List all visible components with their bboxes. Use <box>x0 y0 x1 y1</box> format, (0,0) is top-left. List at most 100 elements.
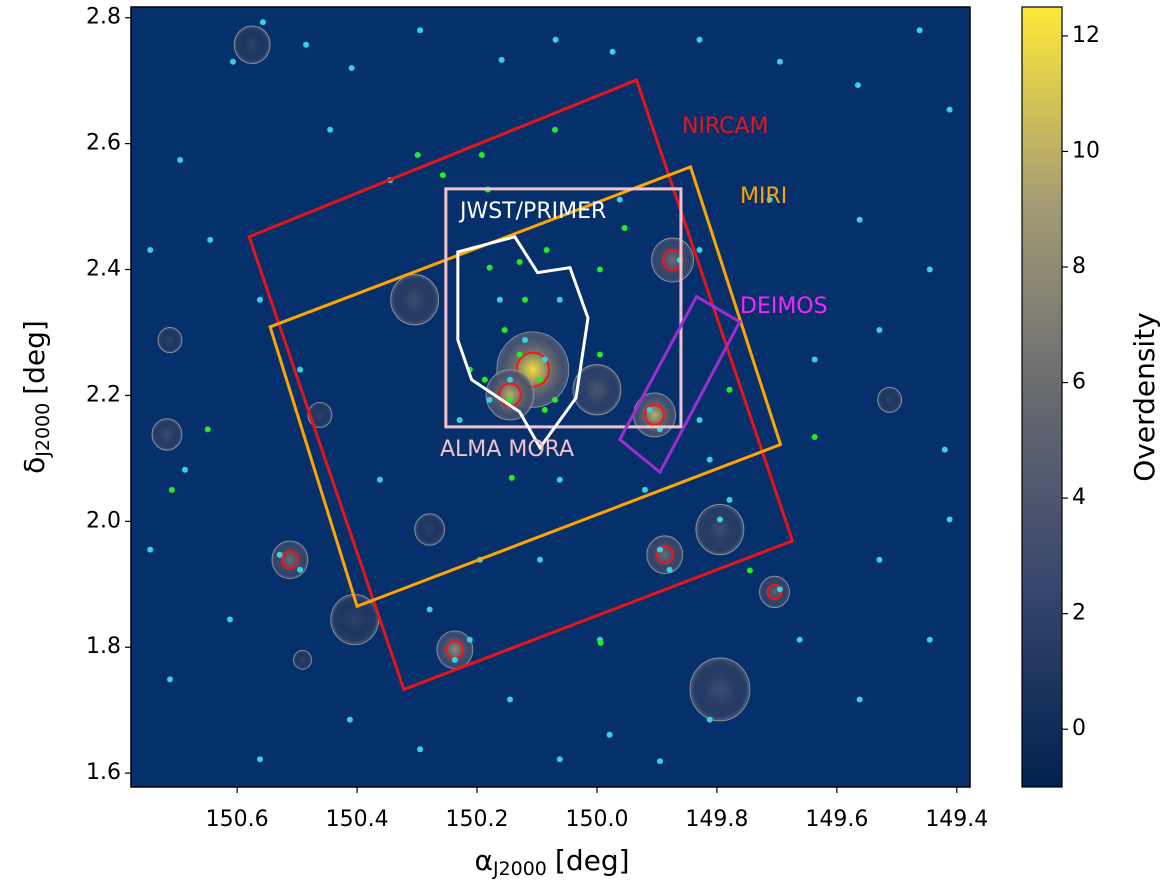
source-point <box>177 156 184 163</box>
overdensity-peak <box>307 401 333 428</box>
source-point <box>606 731 613 738</box>
y-tick-label: 2.2 <box>86 382 121 407</box>
source-point <box>147 546 154 553</box>
source-point <box>776 58 783 65</box>
overdensity-peak <box>877 386 903 413</box>
footprint-label: MIRI <box>740 184 787 209</box>
source-point <box>551 126 558 133</box>
y-label-subscript: J2000 <box>32 403 54 458</box>
y-tick-label: 1.6 <box>86 760 121 785</box>
overdensity-peak <box>759 575 790 608</box>
overdensity-peak <box>695 503 745 556</box>
source-point <box>168 486 175 493</box>
y-label-unit: [deg] <box>18 320 51 395</box>
source-point <box>466 636 473 643</box>
y-tick-label: 2.8 <box>86 5 121 30</box>
source-point <box>541 406 548 413</box>
source-point <box>486 396 493 403</box>
source-point <box>696 36 703 43</box>
source-point <box>204 426 211 433</box>
source-point <box>507 396 514 403</box>
source-point <box>451 656 458 663</box>
y-tick-label: 2.0 <box>86 508 121 533</box>
overdensity-peak <box>572 364 622 416</box>
overdensity-contour <box>644 404 665 426</box>
source-point <box>259 19 266 26</box>
source-point <box>726 496 733 503</box>
source-point <box>596 266 603 273</box>
source-point <box>541 356 548 363</box>
source-point <box>646 406 653 413</box>
source-point <box>811 356 818 363</box>
overdensity-peak <box>157 327 183 354</box>
source-point <box>426 606 433 613</box>
source-point <box>556 296 563 303</box>
x-axis-label: αJ2000 [deg] <box>474 844 629 880</box>
source-point <box>946 106 953 113</box>
source-point <box>551 396 558 403</box>
source-point <box>596 351 603 358</box>
x-tick-label: 149.6 <box>805 807 868 832</box>
colorbar-tick-label: 0 <box>1072 716 1086 741</box>
source-point <box>414 151 421 158</box>
source-point <box>507 376 514 383</box>
source-point <box>478 151 485 158</box>
footprint-label: ALMA MORA <box>440 437 574 462</box>
overdensity-peak <box>414 513 446 546</box>
source-point <box>856 696 863 703</box>
overdensity-peak <box>485 369 535 421</box>
source-point <box>656 546 663 553</box>
x-tick-label: 150.0 <box>565 807 628 832</box>
footprint <box>247 78 795 692</box>
source-point <box>854 82 861 89</box>
footprint <box>444 187 683 429</box>
x-tick-label: 150.4 <box>326 807 389 832</box>
source-point <box>726 386 733 393</box>
source-point <box>556 756 563 763</box>
source-point <box>706 456 713 463</box>
source-point <box>537 376 544 383</box>
colorbar-tick-label: 10 <box>1072 138 1100 163</box>
source-point <box>256 756 263 763</box>
source-point <box>481 376 488 383</box>
source-point <box>876 326 883 333</box>
source-point <box>696 416 703 423</box>
source-point <box>552 36 559 43</box>
source-point <box>456 416 463 423</box>
source-point <box>516 351 523 358</box>
source-point <box>616 196 623 203</box>
source-point <box>256 296 263 303</box>
footprint <box>268 164 783 609</box>
source-point <box>181 466 188 473</box>
source-point <box>147 247 154 254</box>
source-point <box>856 216 863 223</box>
source-point <box>543 247 550 254</box>
overdensity-peak <box>646 535 684 574</box>
colorbar <box>1021 6 1063 788</box>
source-point <box>876 556 883 563</box>
source-point <box>926 266 933 273</box>
source-point <box>811 433 818 440</box>
source-point <box>537 556 544 563</box>
x-label-symbol: α <box>474 844 492 877</box>
colorbar-tick-label: 12 <box>1072 23 1100 48</box>
colorbar-label: Overdensity <box>1128 312 1161 482</box>
source-point <box>508 474 515 481</box>
x-tick-label: 149.4 <box>925 807 988 832</box>
x-tick-label: 150.6 <box>206 807 269 832</box>
source-point <box>746 567 753 574</box>
source-point <box>656 758 663 765</box>
source-point <box>303 41 310 48</box>
source-point <box>166 676 173 683</box>
overdensity-peak <box>293 649 312 670</box>
source-point <box>776 586 783 593</box>
overdensity-peak <box>151 418 183 451</box>
overdensity-contour <box>280 550 300 570</box>
x-tick-label: 150.2 <box>446 807 509 832</box>
source-point <box>609 48 616 55</box>
overdensity-peak <box>271 540 309 580</box>
source-point <box>207 236 214 243</box>
source-point <box>226 616 233 623</box>
source-point <box>516 258 523 265</box>
